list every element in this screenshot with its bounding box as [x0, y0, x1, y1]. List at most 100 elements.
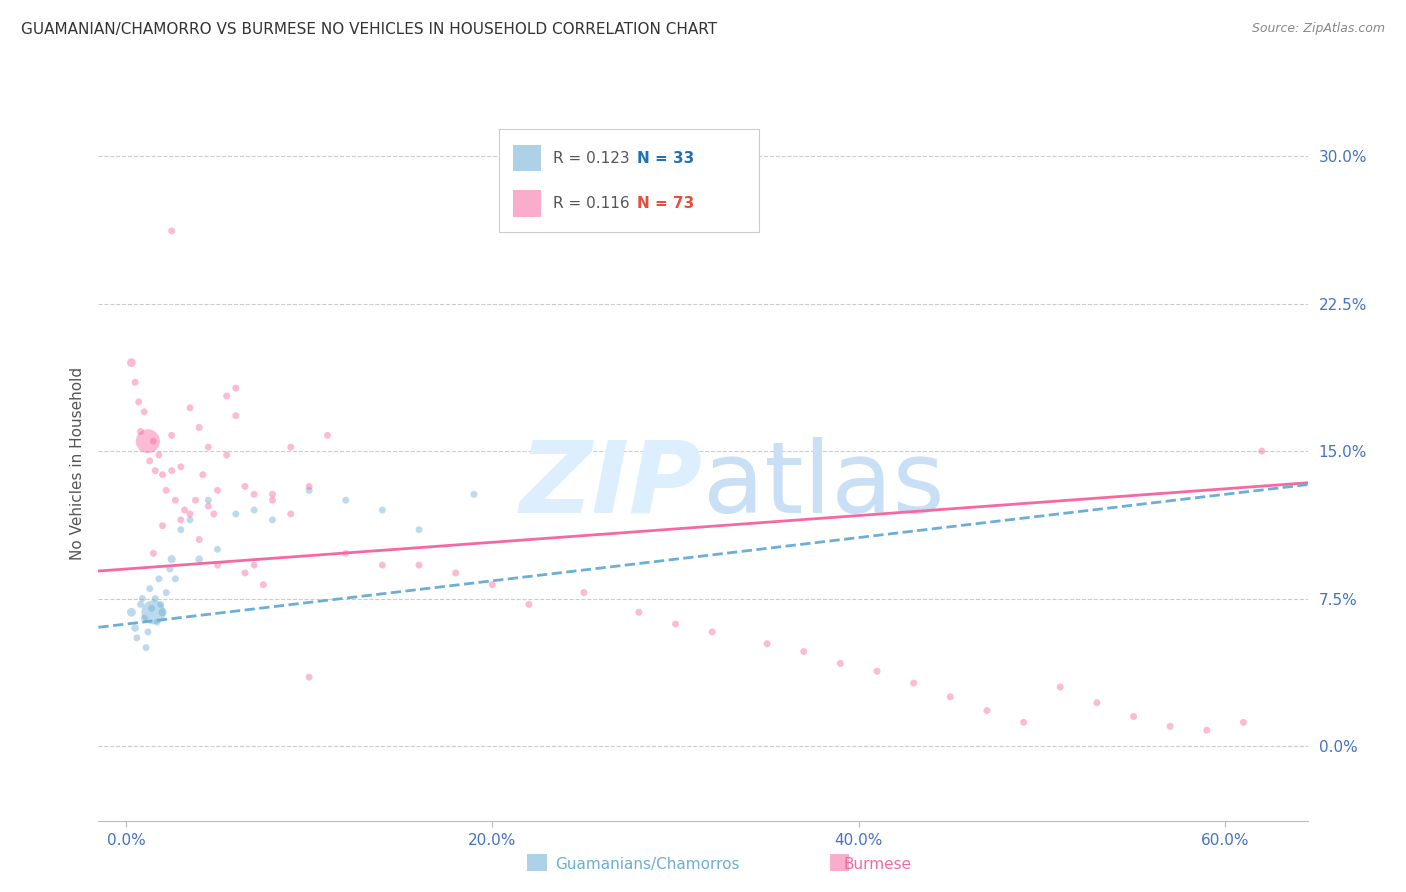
Point	[280, 507, 302, 521]
Text: Burmese: Burmese	[844, 857, 911, 872]
Point	[124, 621, 146, 635]
Point	[202, 507, 225, 521]
Text: Guamanians/Chamorros: Guamanians/Chamorros	[555, 857, 740, 872]
Point	[298, 483, 321, 498]
Point	[830, 657, 852, 671]
Point	[572, 585, 595, 599]
Point	[188, 533, 211, 547]
Point	[165, 493, 187, 508]
Point	[179, 401, 201, 415]
Point	[1250, 444, 1272, 458]
Point	[155, 483, 177, 498]
Point	[207, 542, 229, 557]
Point	[134, 405, 156, 419]
Point	[207, 483, 229, 498]
Point	[148, 572, 170, 586]
Text: Source: ZipAtlas.com: Source: ZipAtlas.com	[1251, 22, 1385, 36]
Point	[141, 601, 163, 615]
Point	[298, 479, 321, 493]
Point	[517, 598, 540, 612]
Point	[135, 640, 157, 655]
Text: N = 73: N = 73	[637, 195, 695, 211]
Point	[197, 440, 219, 454]
Point	[1122, 709, 1144, 723]
Point	[1085, 696, 1108, 710]
Point	[215, 448, 238, 462]
Point	[702, 624, 724, 639]
Point	[152, 518, 174, 533]
Point	[128, 395, 150, 409]
Point	[143, 591, 166, 606]
Point	[335, 546, 357, 560]
Point	[160, 552, 183, 566]
Point	[120, 356, 142, 370]
Point	[463, 487, 485, 501]
Text: R = 0.123: R = 0.123	[553, 151, 628, 166]
Point	[179, 513, 201, 527]
Point	[173, 503, 195, 517]
Point	[444, 566, 467, 580]
Point	[170, 513, 193, 527]
Point	[243, 487, 266, 501]
Point	[148, 448, 170, 462]
Point	[149, 598, 172, 612]
Point	[152, 605, 174, 619]
Point	[165, 572, 187, 586]
Point	[191, 467, 214, 482]
Point	[1049, 680, 1071, 694]
Text: ZIP: ZIP	[520, 437, 703, 533]
Point	[134, 611, 156, 625]
Point	[233, 566, 256, 580]
Point	[160, 464, 183, 478]
Point	[225, 409, 247, 423]
Point	[1195, 723, 1218, 738]
Point	[138, 582, 160, 596]
Point	[124, 376, 146, 390]
Point	[129, 598, 152, 612]
Point	[262, 487, 284, 501]
Point	[371, 558, 394, 572]
Point	[903, 676, 925, 690]
Point	[188, 420, 211, 434]
Point	[1159, 719, 1181, 733]
Point	[197, 499, 219, 513]
Point	[793, 644, 815, 658]
Point	[756, 637, 779, 651]
Point	[664, 617, 686, 632]
Point	[1012, 715, 1035, 730]
Text: N = 33: N = 33	[637, 151, 695, 166]
Point	[129, 425, 152, 439]
Text: GUAMANIAN/CHAMORRO VS BURMESE NO VEHICLES IN HOUSEHOLD CORRELATION CHART: GUAMANIAN/CHAMORRO VS BURMESE NO VEHICLE…	[21, 22, 717, 37]
Point	[262, 493, 284, 508]
Point	[120, 605, 142, 619]
Point	[252, 578, 274, 592]
Point	[142, 434, 165, 449]
Point	[155, 585, 177, 599]
Point	[262, 513, 284, 527]
Point	[170, 523, 193, 537]
Point	[866, 665, 889, 679]
Point	[159, 562, 181, 576]
Point	[481, 578, 503, 592]
Point	[197, 493, 219, 508]
Point	[939, 690, 962, 704]
Point	[131, 591, 153, 606]
Point	[225, 381, 247, 395]
Point	[125, 631, 148, 645]
Point	[146, 615, 169, 629]
Point	[143, 464, 166, 478]
Point	[1232, 715, 1254, 730]
Point	[207, 558, 229, 572]
Text: atlas: atlas	[703, 437, 945, 533]
Point	[976, 704, 998, 718]
Point	[138, 454, 160, 468]
Point	[233, 479, 256, 493]
Point	[627, 605, 650, 619]
Point	[408, 558, 430, 572]
Point	[160, 224, 183, 238]
Y-axis label: No Vehicles in Household: No Vehicles in Household	[69, 368, 84, 560]
Point	[160, 428, 183, 442]
Point	[179, 507, 201, 521]
Point	[280, 440, 302, 454]
Point	[215, 389, 238, 403]
